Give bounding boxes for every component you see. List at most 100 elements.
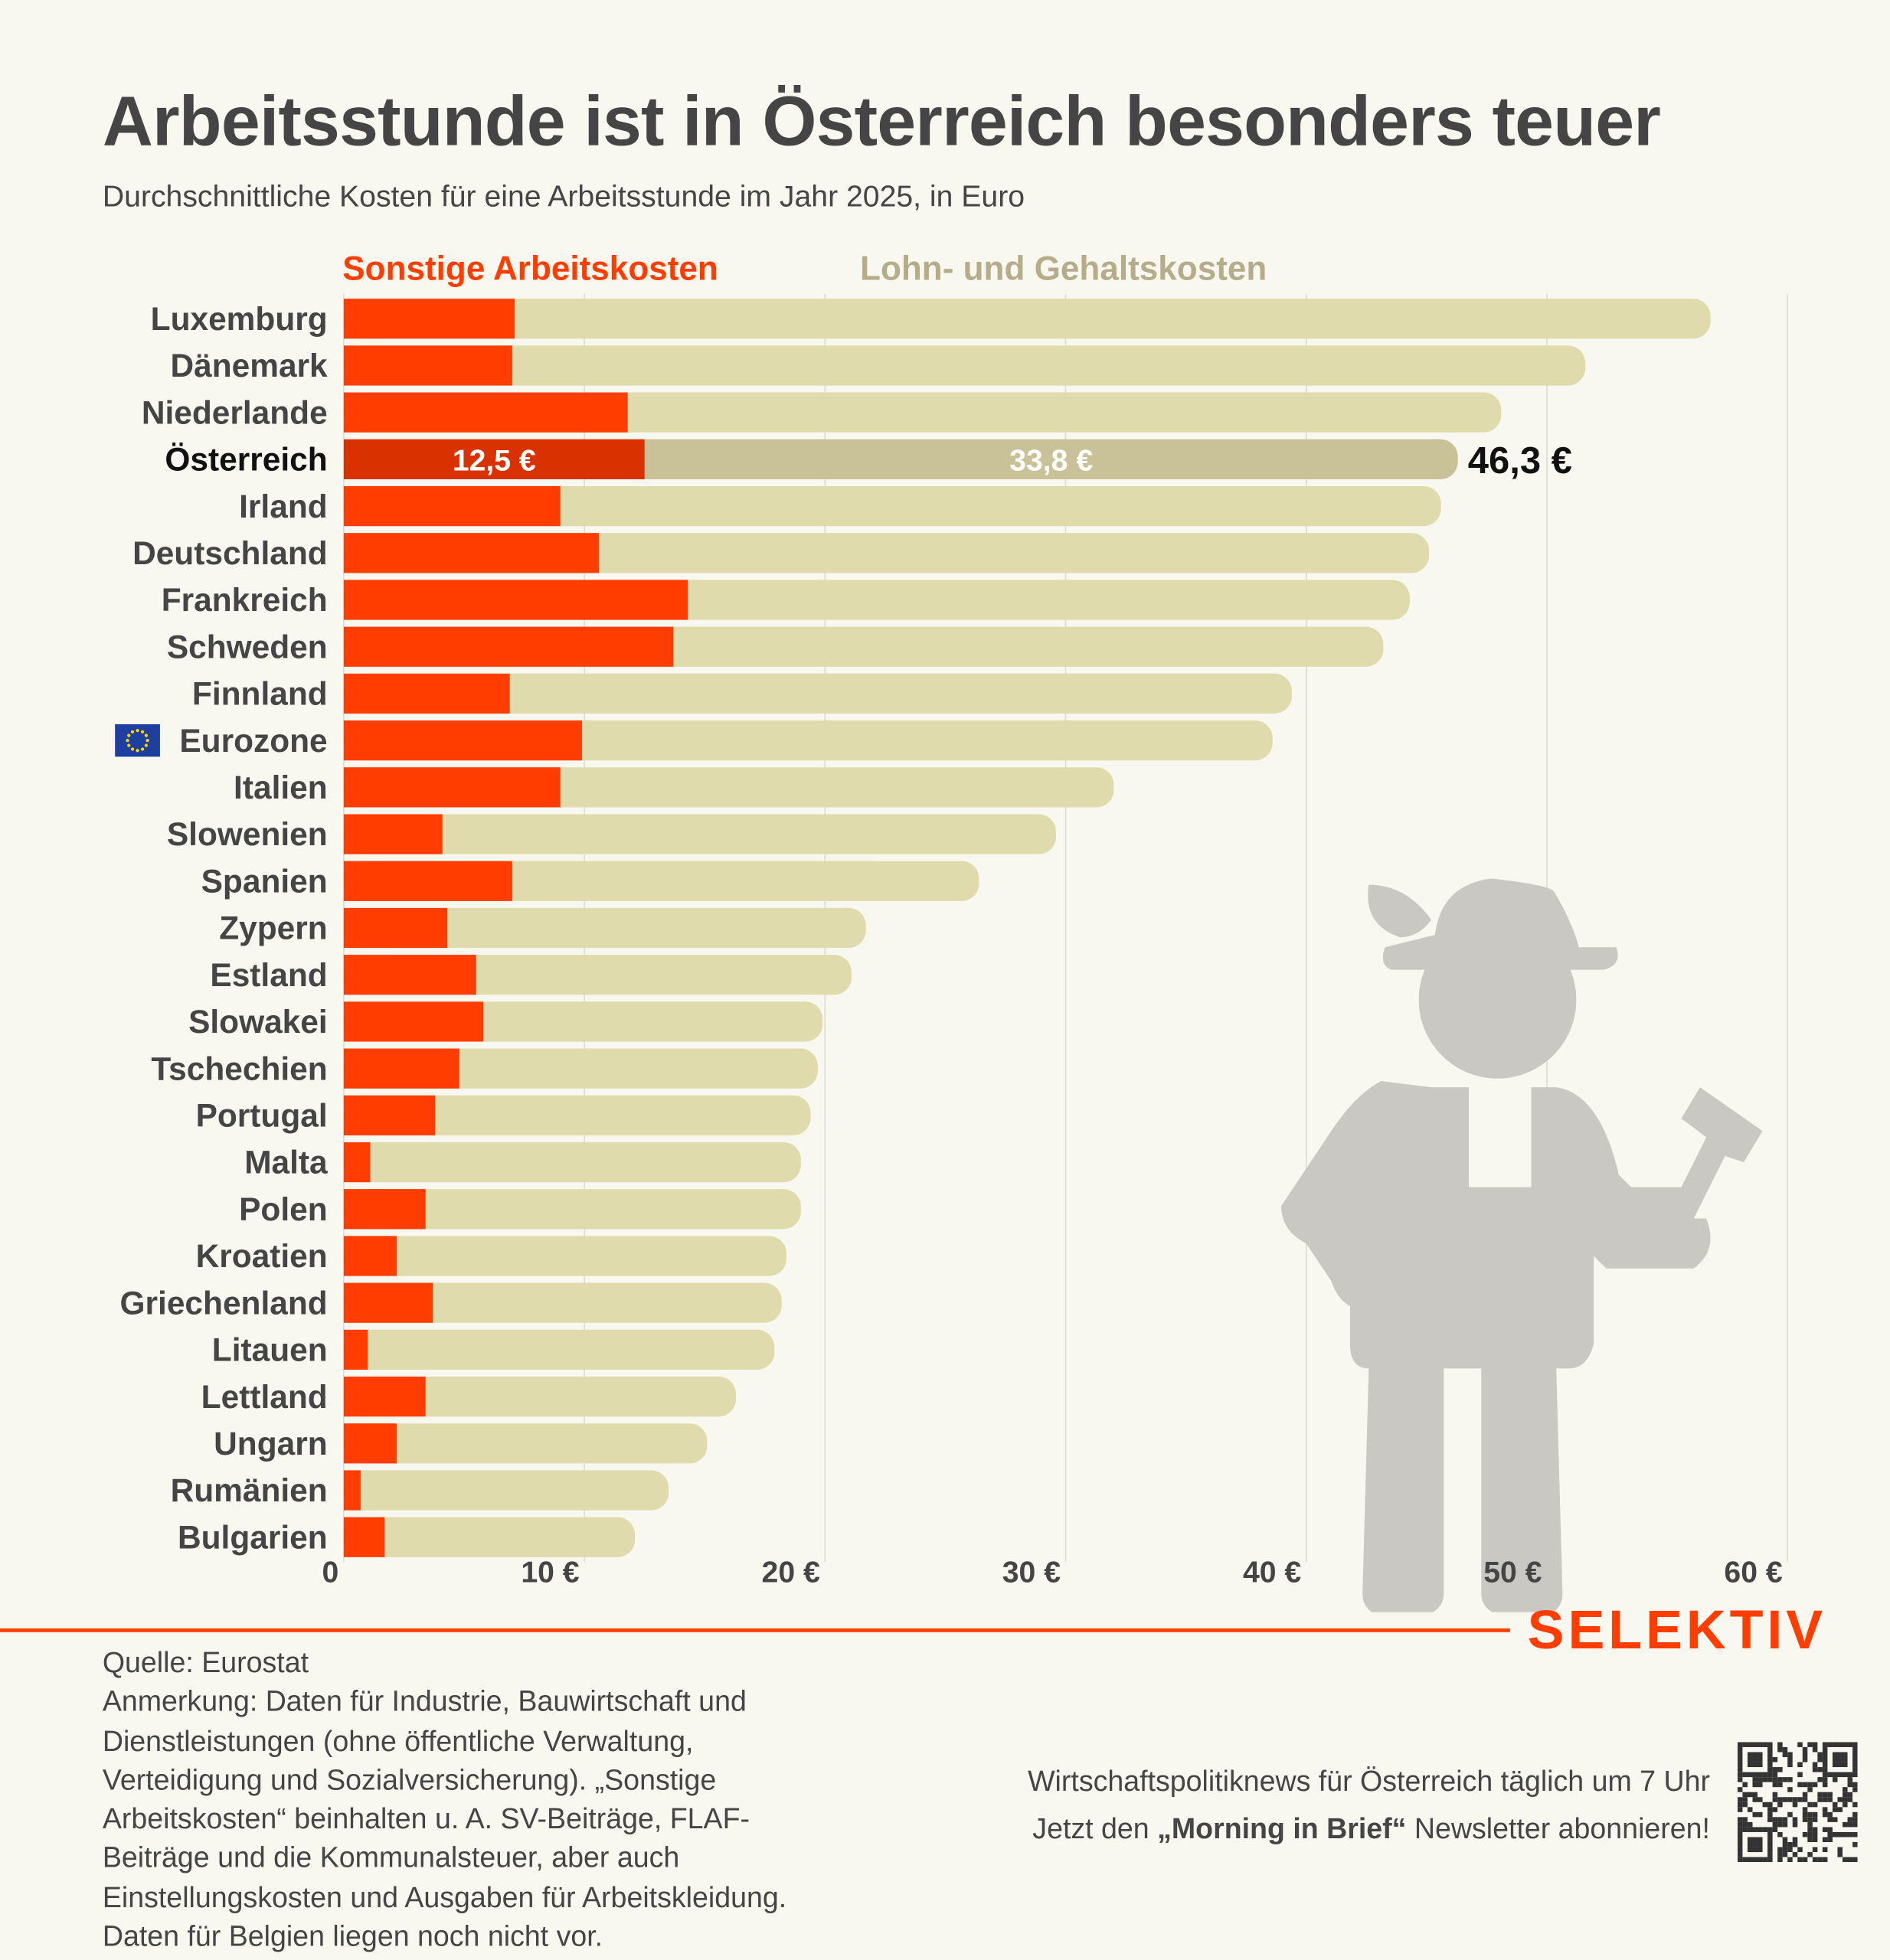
bar-sonstige [343, 533, 599, 573]
bar-sonstige [343, 580, 688, 620]
eu-flag-icon [115, 724, 160, 757]
legend-lohn: Lohn- und Gehaltskosten [860, 250, 1267, 288]
category-label: Spanien [201, 863, 328, 899]
bar-sonstige [343, 1236, 397, 1276]
value-label-lohn: 33,8 € [1009, 445, 1093, 478]
x-tick-label: 50 € [1483, 1556, 1542, 1589]
category-label: Irland [239, 488, 328, 524]
category-label: Eurozone [179, 723, 327, 759]
category-label: Italien [234, 769, 328, 805]
bar-lohn [343, 1142, 801, 1183]
category-label: Slowenien [167, 816, 328, 852]
footer-divider [0, 1628, 1510, 1632]
selektiv-logo: SELEKTIV [1527, 1599, 1827, 1661]
bar-lohn [343, 345, 1586, 386]
promo-line: Wirtschaftspolitiknews für Österreich tä… [1028, 1764, 1710, 1798]
bar-lohn [343, 1423, 708, 1464]
category-label: Österreich [165, 442, 327, 478]
x-tick-label: 30 € [1002, 1556, 1061, 1589]
category-label: Portugal [196, 1098, 328, 1134]
category-label: Ungarn [214, 1426, 327, 1462]
category-label: Griechenland [120, 1285, 328, 1321]
bar-sonstige [343, 861, 512, 901]
bar-sonstige [343, 299, 515, 339]
bar-lohn [343, 673, 1292, 714]
x-tick-label: 20 € [762, 1556, 820, 1589]
category-label: Zypern [219, 910, 327, 946]
qr-code-icon[interactable] [1737, 1742, 1858, 1863]
category-label: Kroatien [196, 1238, 328, 1274]
bar-lohn [343, 1189, 801, 1230]
bar-lohn [343, 814, 1056, 854]
bar-sonstige [343, 720, 582, 761]
newsletter-name: „Morning in Brief“ [1157, 1811, 1407, 1845]
note-line: Beiträge und die Kommunalsteuer, aber au… [102, 1841, 680, 1874]
bar-sonstige [343, 485, 561, 527]
bar-lohn [343, 907, 866, 949]
category-label: Lettland [201, 1379, 328, 1415]
bar-lohn [343, 533, 1430, 573]
bar-sonstige [343, 1001, 484, 1042]
bar-sonstige [343, 1423, 397, 1464]
x-tick-label: 60 € [1724, 1556, 1782, 1589]
worker-pictogram-icon [1281, 878, 1763, 1612]
x-tick-label: 40 € [1243, 1556, 1301, 1589]
value-label-sonstige: 12,5 € [453, 445, 536, 478]
promo-cta[interactable]: Jetzt den „Morning in Brief“ Newsletter … [1028, 1805, 1710, 1852]
bar-sonstige [343, 1189, 426, 1230]
newsletter-promo[interactable]: Wirtschaftspolitiknews für Österreich tä… [1028, 1757, 1710, 1852]
note-line: Verteidigung und Sozialversicherung). „S… [102, 1762, 717, 1796]
note-line: Einstellungskosten und Ausgaben für Arbe… [102, 1880, 787, 1913]
bar-sonstige [343, 626, 674, 667]
bar-sonstige [343, 1282, 433, 1323]
category-label: Estland [210, 957, 327, 993]
bar-sonstige [343, 814, 443, 854]
bar-sonstige [343, 439, 645, 479]
page-title: Arbeitsstunde ist in Österreich besonder… [102, 81, 1661, 160]
category-label: Rumänien [171, 1472, 328, 1508]
bar-sonstige [343, 955, 476, 995]
bar-lohn [343, 1517, 636, 1557]
category-label: Malta [244, 1145, 328, 1181]
bar-sonstige [343, 1329, 368, 1370]
bar-sonstige [343, 345, 512, 386]
bar-sonstige [343, 1517, 385, 1557]
category-label: Deutschland [132, 535, 328, 571]
bar-sonstige [343, 907, 447, 949]
note-line: Arbeitskosten“ beinhalten u. A. SV-Beitr… [102, 1802, 750, 1835]
promo-text: Newsletter abonnieren! [1406, 1811, 1710, 1845]
x-tick-label: 0 [322, 1556, 339, 1589]
bar-lohn [343, 1376, 737, 1417]
bar-sonstige [343, 673, 510, 714]
category-label: Finnland [192, 676, 328, 712]
subtitle: Durchschnittliche Kosten für eine Arbeit… [102, 180, 1025, 214]
bar-lohn [343, 299, 1711, 339]
bar-lohn [343, 1282, 782, 1323]
note-line: Dienstleistungen (ohne öffentliche Verwa… [102, 1723, 694, 1757]
bar-sonstige [343, 1376, 426, 1417]
bar-lohn [343, 1470, 669, 1511]
bar-lohn [343, 1236, 787, 1276]
bar-lohn [343, 1048, 818, 1089]
bar-sonstige [343, 392, 628, 433]
bar-lohn [343, 1095, 811, 1135]
bar-lohn [343, 485, 1441, 527]
category-label: Luxemburg [151, 301, 328, 337]
bar-sonstige [343, 1048, 459, 1089]
source: Quelle: Eurostat [102, 1645, 309, 1679]
bar-sonstige [343, 767, 561, 808]
value-label-total: 46,3 € [1468, 440, 1572, 482]
category-label: Litauen [212, 1332, 328, 1368]
category-label: Dänemark [171, 348, 329, 384]
category-label: Niederlande [142, 394, 328, 430]
category-label: Bulgarien [178, 1519, 328, 1555]
category-label: Frankreich [162, 582, 328, 618]
bar-lohn [343, 392, 1502, 433]
footnotes: Quelle: Eurostat Anmerkung: Daten für In… [103, 1643, 927, 1956]
bar-lohn [343, 1329, 775, 1370]
x-tick-label: 10 € [521, 1556, 579, 1589]
legend-sonstige: Sonstige Arbeitskosten [342, 250, 718, 288]
bar-chart: Luxemburg Dänemark Niederlande Österreich 12… [115, 293, 1789, 1612]
bar-sonstige [343, 1470, 361, 1511]
